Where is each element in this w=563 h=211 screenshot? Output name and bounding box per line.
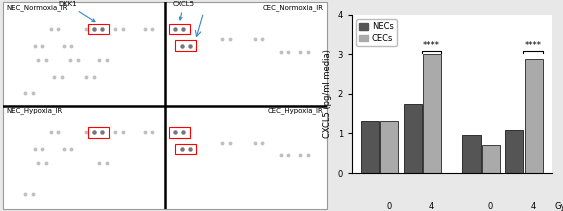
Bar xyxy=(175,144,196,154)
Text: Gy: Gy xyxy=(555,202,563,211)
Text: ****: **** xyxy=(423,41,440,50)
Bar xyxy=(168,24,190,34)
Bar xyxy=(525,59,543,173)
Bar xyxy=(462,135,481,173)
Bar xyxy=(404,104,422,173)
Text: DKK1: DKK1 xyxy=(58,1,95,22)
Bar xyxy=(175,40,196,51)
Text: 4: 4 xyxy=(530,202,535,211)
Text: CEC_Normoxia_IR: CEC_Normoxia_IR xyxy=(262,4,323,11)
Text: ****: **** xyxy=(525,41,542,50)
Bar xyxy=(505,130,523,173)
Bar xyxy=(423,54,441,173)
Text: 0: 0 xyxy=(386,202,391,211)
Text: Chitinase 3-like 1
CXCL5: Chitinase 3-like 1 CXCL5 xyxy=(154,0,215,20)
Text: 0: 0 xyxy=(488,202,493,211)
Text: CEC_Hypoxia_IR: CEC_Hypoxia_IR xyxy=(267,108,323,114)
Legend: NECs, CECs: NECs, CECs xyxy=(356,19,397,46)
Bar xyxy=(482,145,500,173)
Bar xyxy=(88,127,109,138)
Text: 4: 4 xyxy=(429,202,434,211)
Bar xyxy=(381,121,399,173)
Bar xyxy=(361,121,379,173)
Text: NEC_Hypoxia_IR: NEC_Hypoxia_IR xyxy=(6,108,62,114)
Text: NEC_Normoxia_IR: NEC_Normoxia_IR xyxy=(6,4,68,11)
Y-axis label: CXCL5 (pg/ml media): CXCL5 (pg/ml media) xyxy=(323,49,332,138)
Bar xyxy=(88,24,109,34)
Bar xyxy=(168,127,190,138)
